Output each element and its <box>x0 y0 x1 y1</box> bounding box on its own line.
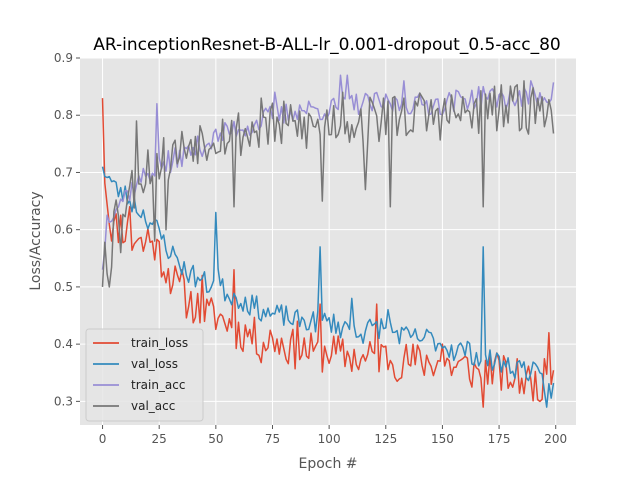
x-tick-label: 100 <box>318 432 341 446</box>
chart-title: AR-inceptionResnet-B-ALL-lr_0.001-dropou… <box>93 35 561 55</box>
y-tick-label: 0.9 <box>54 51 73 65</box>
series-line-train-loss <box>101 98 555 408</box>
x-tick-label: 75 <box>265 432 280 446</box>
legend: train_loss val_loss train_acc val_acc <box>85 328 204 422</box>
x-tick-label: 150 <box>431 432 454 446</box>
y-tick-label: 0.5 <box>54 280 73 294</box>
y-tick-label: 0.3 <box>54 394 73 408</box>
series-lines <box>101 74 555 408</box>
legend-box <box>85 328 204 422</box>
y-tick-label: 0.6 <box>54 223 73 237</box>
legend-label-train-loss: train_loss <box>131 336 188 350</box>
y-axis: 0.3 0.4 0.5 0.6 0.7 0.8 0.9 <box>54 51 80 408</box>
y-tick-label: 0.8 <box>54 108 73 122</box>
y-tick-label: 0.4 <box>54 337 73 351</box>
x-tick-label: 200 <box>544 432 567 446</box>
x-tick-label: 0 <box>99 432 107 446</box>
legend-label-val-loss: val_loss <box>131 357 178 371</box>
x-tick-label: 50 <box>208 432 223 446</box>
x-tick-label: 175 <box>488 432 511 446</box>
y-axis-title: Loss/Accuracy <box>28 191 44 290</box>
x-axis: 0 25 50 75 100 125 150 175 200 <box>99 425 567 446</box>
legend-label-val-acc: val_acc <box>131 399 175 413</box>
series-line-val-acc <box>101 80 555 288</box>
x-axis-title: Epoch # <box>298 456 357 472</box>
legend-label-train-acc: train_acc <box>131 378 185 392</box>
x-tick-label: 25 <box>152 432 167 446</box>
y-tick-label: 0.7 <box>54 165 73 179</box>
x-tick-label: 125 <box>374 432 397 446</box>
series-line-val-loss <box>101 166 555 408</box>
